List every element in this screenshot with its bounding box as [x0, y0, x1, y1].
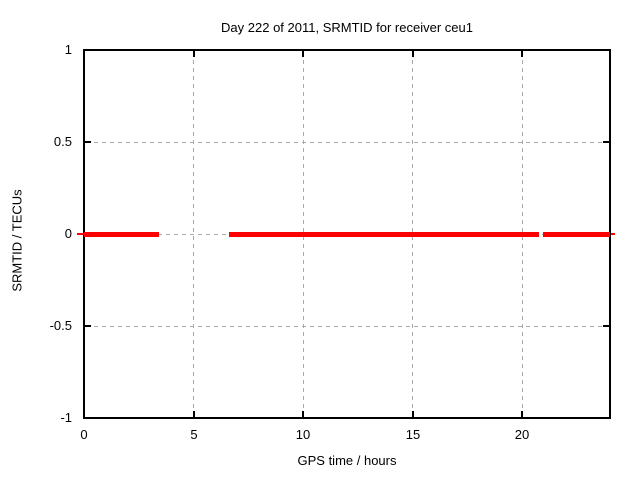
x-tick-mark-bottom — [193, 411, 195, 417]
x-tick-mark-top — [521, 51, 523, 57]
x-tick-mark-top — [412, 51, 414, 57]
x-tick-mark-bottom — [521, 411, 523, 417]
y-tick-label: -1 — [60, 410, 72, 425]
y-tick-mark-right — [603, 49, 609, 51]
y-tick-mark-right — [603, 141, 609, 143]
x-tick-label: 20 — [514, 427, 530, 442]
x-tick-mark-bottom — [83, 411, 85, 417]
x-tick-mark-top — [83, 51, 85, 57]
grid-line-horizontal — [86, 141, 608, 143]
data-segment-edge-cap — [77, 233, 84, 235]
grid-line-horizontal — [86, 325, 608, 327]
y-tick-label: 0 — [64, 226, 72, 241]
x-tick-mark-bottom — [412, 411, 414, 417]
x-axis-label: GPS time / hours — [297, 453, 397, 468]
x-tick-label: 10 — [295, 427, 311, 442]
x-tick-label: 15 — [405, 427, 421, 442]
data-segment-edge-cap — [611, 233, 615, 235]
data-segment — [543, 232, 610, 237]
x-tick-label: 0 — [80, 427, 88, 442]
y-tick-label: -0.5 — [49, 318, 72, 333]
x-tick-label: 5 — [190, 427, 198, 442]
x-tick-mark-top — [193, 51, 195, 57]
y-tick-mark-right — [603, 417, 609, 419]
data-segment — [229, 232, 539, 237]
x-tick-mark-top — [302, 51, 304, 57]
y-tick-mark-left — [85, 325, 91, 327]
chart-title: Day 222 of 2011, SRMTID for receiver ceu… — [221, 20, 473, 35]
y-tick-mark-left — [85, 49, 91, 51]
y-tick-label: 1 — [64, 42, 72, 57]
y-tick-mark-right — [603, 325, 609, 327]
x-tick-mark-bottom — [302, 411, 304, 417]
data-segment — [84, 232, 159, 237]
y-tick-mark-left — [85, 141, 91, 143]
y-tick-mark-left — [85, 417, 91, 419]
y-tick-label: 0.5 — [53, 134, 72, 149]
